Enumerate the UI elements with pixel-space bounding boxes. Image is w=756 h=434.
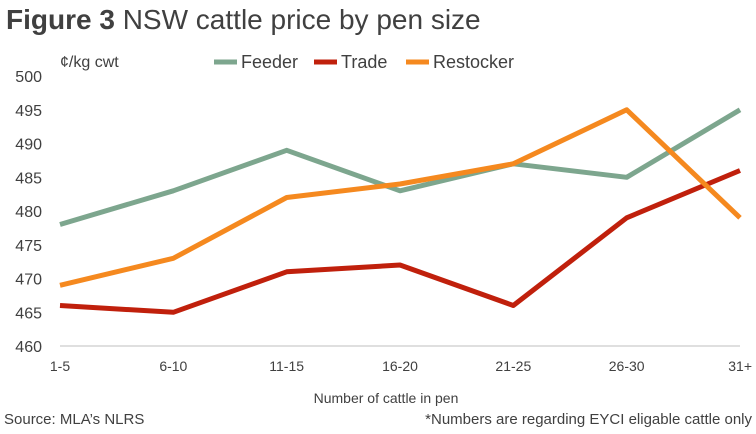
x-axis-label: Number of cattle in pen [314, 390, 459, 406]
x-tick-label: 31+ [728, 358, 752, 374]
y-tick-label: 475 [15, 238, 42, 255]
legend-label-feeder: Feeder [241, 52, 298, 72]
legend-label-restocker: Restocker [433, 52, 514, 72]
x-tick-label: 16-20 [382, 358, 418, 374]
x-tick-label: 1-5 [50, 358, 70, 374]
y-axis-label: ¢/kg cwt [60, 54, 119, 71]
series-line-trade [59, 168, 741, 315]
x-tick-label: 6-10 [159, 358, 187, 374]
y-tick-label: 460 [15, 339, 42, 356]
chart-title: Figure 3 NSW cattle price by pen size [6, 4, 481, 36]
x-tick-label: 11-15 [269, 358, 304, 374]
y-tick-label: 465 [15, 305, 42, 322]
figure-number: Figure 3 [6, 4, 115, 35]
y-tick-label: 480 [15, 204, 42, 221]
source-text: Source: MLA’s NLRS [4, 411, 145, 428]
series-line-feeder [59, 107, 742, 227]
footnote-text: *Numbers are regarding EYCI eligable cat… [425, 411, 752, 428]
y-tick-label: 485 [15, 170, 42, 187]
title-text: NSW cattle price by pen size [122, 4, 481, 35]
y-tick-label: 490 [15, 137, 42, 154]
y-tick-label: 500 [15, 69, 42, 86]
x-tick-label: 21-25 [495, 358, 531, 374]
legend-label-trade: Trade [341, 52, 387, 72]
series-line-restocker [59, 107, 742, 288]
y-tick-label: 470 [15, 272, 42, 289]
y-tick-label: 495 [15, 103, 42, 120]
x-tick-label: 26-30 [609, 358, 645, 374]
